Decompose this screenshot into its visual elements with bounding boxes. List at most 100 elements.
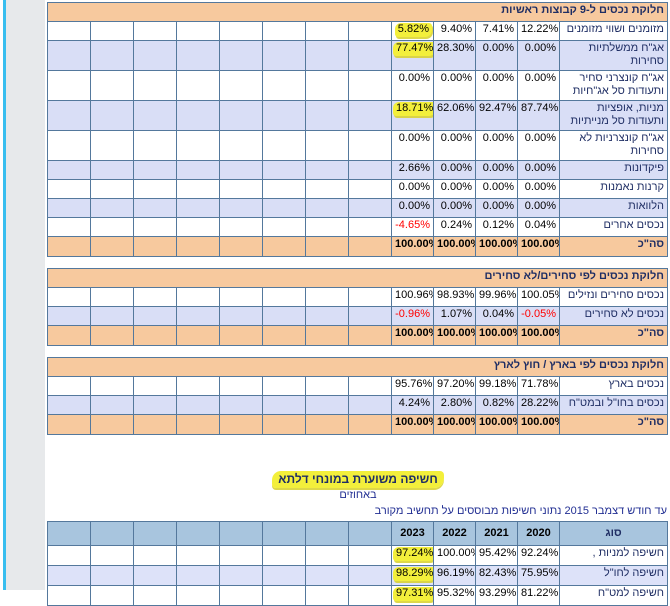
empty-cell — [219, 414, 263, 435]
delta-section-title: חשיפה משוערת במונחי דלתא — [48, 471, 668, 488]
empty-cell — [46, 130, 92, 161]
value-cell: -0.96% — [391, 306, 434, 326]
empty-cell — [90, 376, 134, 396]
empty-cell — [262, 376, 306, 396]
section-title: חלוקת נכסים לפי סחירים/לא סחירים — [46, 268, 669, 288]
empty-cell — [90, 21, 134, 41]
empty-cell — [46, 198, 92, 218]
empty-cell — [348, 40, 392, 71]
page-accent-stripe — [3, 0, 6, 590]
empty-cell — [46, 376, 92, 396]
empty-cell — [305, 198, 349, 218]
highlight-mark: 77.47% — [393, 42, 433, 56]
empty-cell — [90, 287, 134, 307]
empty-cell — [219, 376, 263, 396]
empty-cell — [133, 325, 177, 346]
empty-cell — [90, 236, 134, 257]
value-cell: 97.20% — [433, 376, 476, 396]
row-label: אג"ח קונצרני סחיר ותעודות סל אג"חיות — [559, 70, 668, 101]
value-cell: 96.19% — [433, 565, 476, 586]
empty-cell — [133, 414, 177, 435]
table-row: מניות, אופציות ותעודות סל מנייתיות 87.74%… — [46, 100, 668, 131]
empty-cell — [176, 130, 220, 161]
row-label: חשיפה לחו"ל — [559, 565, 668, 586]
empty-cell — [219, 70, 263, 101]
empty-cell — [90, 130, 134, 161]
empty-cell — [262, 217, 306, 237]
empty-cell — [348, 217, 392, 237]
empty-cell — [305, 376, 349, 396]
row-label: מזומנים ושווי מזומנים — [559, 21, 668, 41]
empty-cell — [219, 395, 263, 415]
row-label: קרנות נאמנות — [559, 179, 668, 199]
value-cell: 92.24% — [517, 545, 560, 566]
empty-cell — [176, 395, 220, 415]
empty-cell — [46, 217, 92, 237]
empty-cell — [90, 70, 134, 101]
empty-cell — [262, 179, 306, 199]
value-cell: 97.31% — [391, 585, 434, 606]
table-row: אג"ח קונצרניות לא סחירות 0.00% 0.00% 0.00% 0… — [46, 130, 668, 161]
value-cell: 81.22% — [517, 585, 560, 606]
highlight-mark: 97.31% — [393, 587, 433, 601]
value-cell: 93.29% — [475, 585, 518, 606]
empty-cell — [90, 40, 134, 71]
empty-cell — [133, 40, 177, 71]
empty-cell — [133, 130, 177, 161]
empty-cell — [133, 21, 177, 41]
empty-cell — [348, 545, 392, 566]
highlight-mark: 5.82% — [394, 23, 432, 37]
table-row: אג"ח ממשלתיות סחירות 0.00% 0.00% 28.30% 77.4… — [46, 40, 668, 71]
empty-cell — [348, 287, 392, 307]
empty-cell — [305, 325, 349, 346]
section-title: חלוקת נכסים ל-9 קבוצות ראשיות — [46, 2, 669, 22]
total-value-cell: 100.00% — [517, 236, 560, 257]
empty-cell — [348, 585, 392, 606]
value-cell: 0.00% — [433, 130, 476, 161]
empty-cell — [348, 179, 392, 199]
value-cell: 82.43% — [475, 565, 518, 586]
empty-cell — [348, 414, 392, 435]
empty-cell — [348, 100, 392, 131]
empty-cell — [219, 521, 263, 546]
value-cell: 0.00% — [517, 130, 560, 161]
empty-cell — [133, 160, 177, 180]
delta-note: עד חודש דצמבר 2015 נתוני חשיפות מבוססים … — [374, 505, 667, 517]
value-cell: 62.06% — [433, 100, 476, 131]
empty-cell — [176, 217, 220, 237]
empty-cell — [305, 545, 349, 566]
value-cell: -0.05% — [517, 306, 560, 326]
value-cell: 0.00% — [391, 130, 434, 161]
empty-cell — [46, 306, 92, 326]
value-cell: 0.00% — [433, 160, 476, 180]
value-cell: 0.12% — [475, 217, 518, 237]
empty-cell — [47, 521, 91, 546]
empty-cell — [47, 565, 91, 586]
value-cell: 0.24% — [433, 217, 476, 237]
empty-cell — [219, 198, 263, 218]
empty-cell — [219, 130, 263, 161]
value-cell: 100.05% — [517, 287, 560, 307]
empty-cell — [133, 395, 177, 415]
table-row: נכסים בארץ 71.78% 99.18% 97.20% 95.76% — [46, 376, 668, 396]
empty-cell — [90, 395, 134, 415]
empty-cell — [262, 565, 306, 586]
total-value-cell: 100.00% — [475, 325, 518, 346]
empty-cell — [133, 376, 177, 396]
value-cell: 95.42% — [475, 545, 518, 566]
empty-cell — [219, 21, 263, 41]
empty-cell — [46, 414, 92, 435]
empty-cell — [46, 70, 92, 101]
empty-cell — [133, 306, 177, 326]
empty-cell — [305, 414, 349, 435]
empty-cell — [219, 236, 263, 257]
empty-cell — [176, 198, 220, 218]
value-cell: 0.00% — [475, 40, 518, 71]
value-cell: 0.00% — [517, 40, 560, 71]
value-cell: 0.00% — [475, 130, 518, 161]
empty-cell — [176, 325, 220, 346]
row-label: נכסים סחירים ונזילים — [559, 287, 668, 307]
value-cell: 0.00% — [517, 160, 560, 180]
empty-cell — [219, 585, 263, 606]
